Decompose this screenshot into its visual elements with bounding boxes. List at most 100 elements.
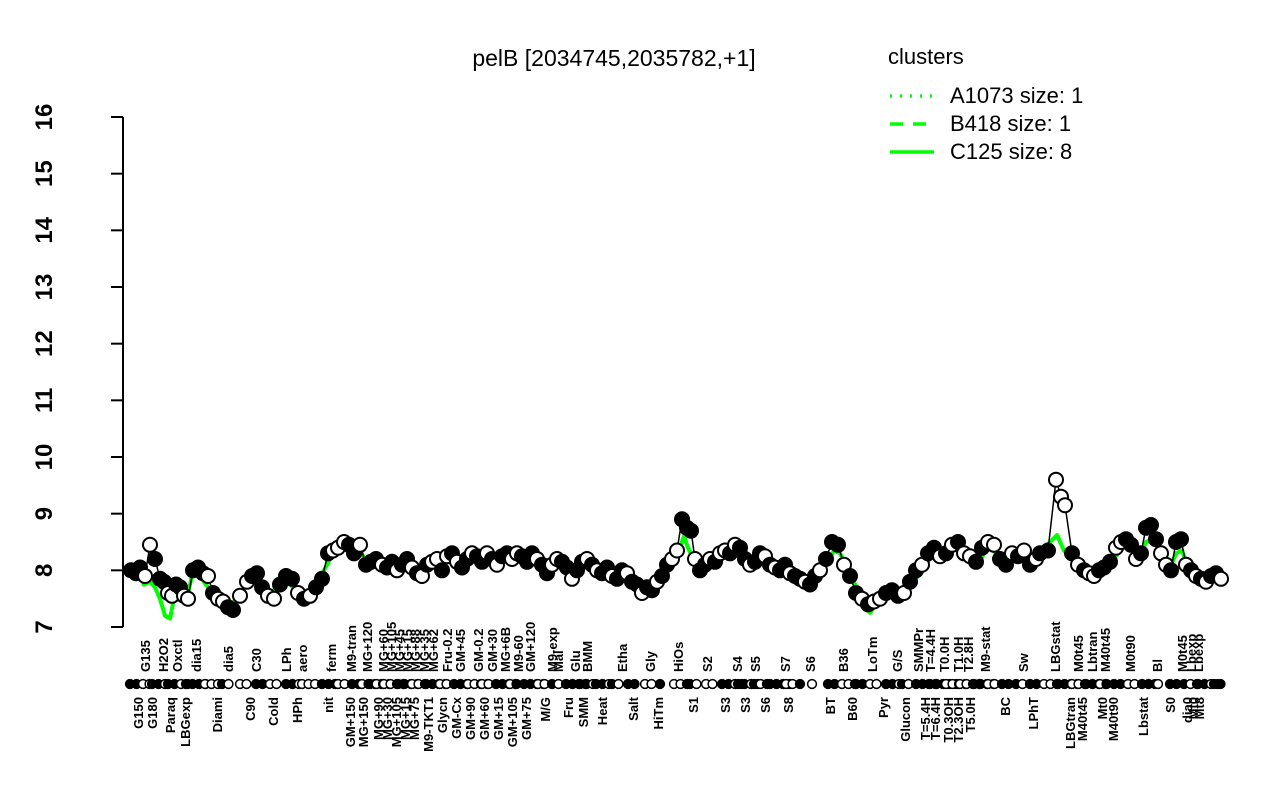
legend-entry-a1073: A1073 size: 1 — [888, 82, 1083, 110]
x-label: T=4.4H — [923, 629, 938, 672]
x-label: GM+105 — [505, 697, 520, 747]
x-label: Etha — [615, 643, 630, 672]
strip-point — [806, 678, 818, 690]
x-label: M9-TKT1 — [421, 697, 436, 752]
y-tick-label: 16 — [31, 104, 58, 131]
x-label: S3 — [738, 697, 753, 713]
x-label: G150 — [131, 697, 146, 729]
x-label: MG+60 — [376, 629, 391, 672]
strip-point — [223, 678, 234, 690]
x-label: Mt0 — [1095, 697, 1110, 719]
strip-point — [1215, 678, 1226, 690]
y-axis: 7 8 9 10 11 12 13 14 15 16 — [31, 104, 124, 634]
filled-data-point — [1173, 531, 1189, 548]
x-label: GM-Cx — [449, 696, 464, 739]
x-label: GM+60 — [477, 697, 492, 740]
x-label: MG+88 — [408, 629, 423, 672]
strip-point — [794, 678, 806, 690]
x-label: T1.0H — [951, 637, 966, 672]
strip-point — [271, 678, 282, 690]
x-label: SMMPr — [911, 628, 926, 672]
x-label: Sw — [1016, 652, 1031, 672]
x-label: MG+105 — [389, 697, 404, 747]
x-label: T=5.4H — [918, 697, 933, 740]
x-label: T2.3OH — [951, 697, 966, 743]
open-data-point — [180, 590, 196, 607]
x-label: M40t45 — [1098, 628, 1113, 672]
x-label: C90 — [243, 697, 258, 721]
x-label: HPh — [290, 697, 305, 723]
x-label: Salt — [626, 696, 641, 721]
x-label: HiOs — [671, 642, 686, 672]
y-tick-label: 12 — [31, 330, 58, 357]
filled-data-point — [683, 522, 699, 539]
x-label: MG+30 — [380, 697, 395, 740]
y-tick-label: 14 — [31, 216, 58, 243]
x-label: LoTm — [865, 637, 880, 672]
open-data-point — [266, 590, 282, 607]
x-label: T0.3OH — [941, 697, 956, 743]
x-label: MG+6B — [498, 627, 513, 672]
y-tick-label: 13 — [31, 274, 58, 301]
strip-point — [654, 678, 666, 690]
x-label: S7 — [778, 656, 793, 672]
legend-entry-label: A1073 size: 1 — [950, 83, 1084, 108]
x-label: Mt0 — [1186, 697, 1201, 719]
strip-point — [241, 678, 252, 690]
x-label: S8 — [781, 697, 796, 713]
x-label: M9-stat — [978, 626, 993, 672]
open-data-point — [986, 536, 1002, 553]
filled-data-point — [1102, 553, 1118, 570]
x-label: Oxctl — [170, 639, 185, 672]
x-label: MG+105 — [384, 622, 399, 672]
x-label: GM-0.2 — [471, 629, 486, 672]
x-label: GM+150 — [343, 697, 358, 747]
x-label: S6 — [758, 697, 773, 713]
x-label: Mt8 — [1192, 697, 1207, 719]
scatter-points — [123, 471, 1229, 618]
x-label: dia15 — [189, 639, 204, 672]
filled-data-point — [284, 570, 300, 587]
x-label: BT — [823, 697, 838, 714]
x-label: Glycn — [435, 697, 450, 733]
x-label: LBGtran — [1063, 697, 1078, 749]
x-label: ferm — [324, 644, 339, 672]
x-label: T=6.4H — [928, 697, 943, 740]
legend-entry-label: C125 size: 8 — [950, 139, 1073, 164]
legend-entry-label: B418 size: 1 — [950, 111, 1072, 136]
x-label: S4 — [730, 655, 745, 672]
solid-line-icon — [890, 150, 934, 154]
x-label: T2.8H — [961, 637, 976, 672]
strip-point — [1152, 678, 1164, 690]
x-label: Bl — [1150, 659, 1165, 672]
x-label: M40t90 — [1106, 697, 1121, 741]
x-label: LPh — [279, 647, 294, 672]
x-label: MG+62 — [426, 629, 441, 672]
x-label: S5 — [748, 656, 763, 672]
x-label: M9-exp — [545, 627, 560, 672]
filled-data-point — [1163, 562, 1179, 579]
legend: clusters A1073 size: 1 B418 size: 1 C125… — [888, 44, 1083, 166]
open-data-point — [142, 536, 158, 553]
x-label: Mal — [551, 650, 566, 672]
open-data-point — [352, 536, 368, 553]
open-data-point — [1213, 570, 1229, 587]
legend-title: clusters — [888, 44, 964, 69]
legend-entry-c125: C125 size: 8 — [888, 138, 1083, 166]
x-label: Fru-0.2 — [440, 629, 455, 672]
x-labels-top: G135 H2O2 Oxctl dia15 dia5 C30 LPh aero ferm M9-t… — [138, 621, 1206, 672]
sample-strip — [124, 678, 1226, 690]
x-label: MG+45 — [392, 629, 407, 672]
x-label: Lbexp — [1191, 634, 1206, 672]
x-label: BMM — [580, 641, 595, 672]
filled-data-point — [1040, 542, 1056, 559]
x-label: GM+15 — [491, 697, 506, 740]
x-label: MG+35 — [417, 629, 432, 672]
x-label: T5.0H — [963, 697, 978, 732]
dotted-line-icon — [890, 94, 934, 98]
x-label: G180 — [145, 697, 160, 729]
x-label: Fru — [561, 697, 576, 718]
filled-data-point — [147, 551, 163, 567]
x-label: dia0 — [1180, 697, 1195, 723]
